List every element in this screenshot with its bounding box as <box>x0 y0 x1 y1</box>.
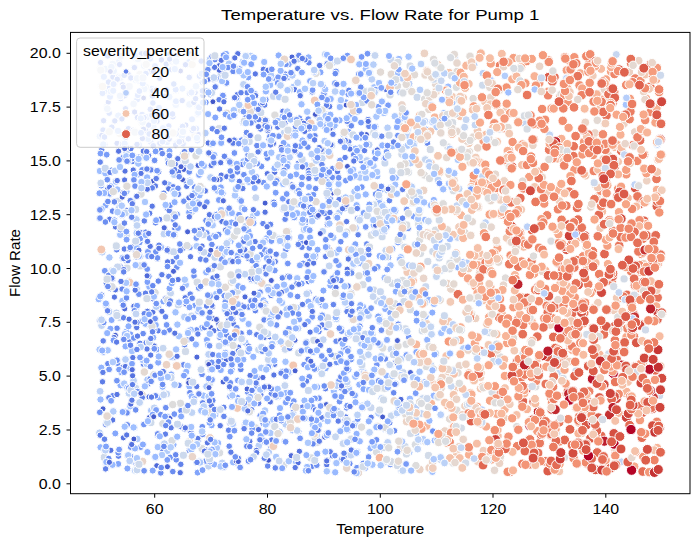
svg-text:Flow Rate: Flow Rate <box>7 229 23 297</box>
svg-text:10.0: 10.0 <box>30 261 61 277</box>
svg-text:20.0: 20.0 <box>30 45 61 61</box>
svg-text:20: 20 <box>152 64 170 80</box>
svg-text:140: 140 <box>593 501 620 517</box>
svg-text:80: 80 <box>152 126 170 142</box>
svg-text:severity_percent: severity_percent <box>83 43 199 59</box>
svg-text:120: 120 <box>480 501 507 517</box>
svg-text:15.0: 15.0 <box>30 153 61 169</box>
svg-text:0.0: 0.0 <box>39 476 61 492</box>
svg-text:5.0: 5.0 <box>39 368 61 384</box>
svg-text:60: 60 <box>146 501 164 517</box>
svg-text:2.5: 2.5 <box>39 422 61 438</box>
svg-text:Temperature vs. Flow Rate for: Temperature vs. Flow Rate for Pump 1 <box>221 7 539 23</box>
svg-text:80: 80 <box>259 501 277 517</box>
svg-text:12.5: 12.5 <box>30 207 61 223</box>
svg-text:100: 100 <box>367 501 394 517</box>
svg-text:40: 40 <box>152 85 170 101</box>
svg-text:60: 60 <box>152 106 170 122</box>
svg-text:7.5: 7.5 <box>39 314 61 330</box>
svg-text:17.5: 17.5 <box>30 99 61 115</box>
svg-text:Temperature: Temperature <box>336 521 424 537</box>
